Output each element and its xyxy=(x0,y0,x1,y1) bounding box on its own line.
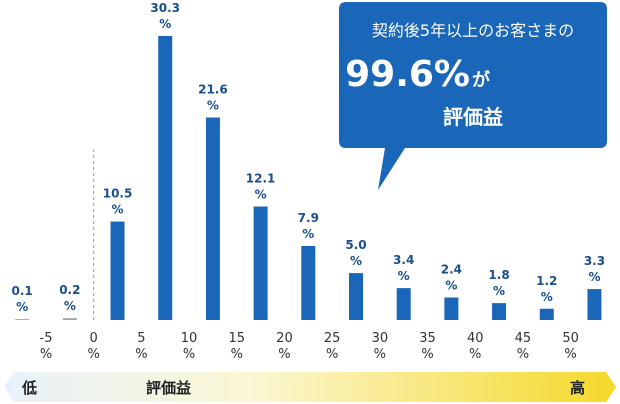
bar xyxy=(492,303,507,320)
callout-line3: 評価益 xyxy=(443,105,503,129)
bar xyxy=(348,273,363,320)
scale-high: 高 xyxy=(570,379,585,397)
scale-arrow xyxy=(4,372,616,402)
callout-box xyxy=(339,2,607,190)
callout-highlight: 99.6% xyxy=(345,54,470,95)
value-label: 21.6% xyxy=(198,83,228,113)
bar xyxy=(15,319,30,320)
value-label: 7.9% xyxy=(298,211,319,241)
bar xyxy=(205,117,220,320)
bar xyxy=(587,289,602,320)
value-label: 3.4% xyxy=(393,253,414,283)
value-label: 1.8% xyxy=(488,268,509,298)
x-tick-label: 45% xyxy=(515,331,532,362)
x-tick-label: 25% xyxy=(324,331,341,362)
bar xyxy=(62,318,77,320)
value-label: 5.0% xyxy=(345,238,366,268)
x-tick-label: 5% xyxy=(135,331,147,362)
value-label: 2.4% xyxy=(441,263,462,293)
value-label: 0.2% xyxy=(59,283,80,313)
x-tick-label: 30% xyxy=(372,331,389,362)
bar xyxy=(158,35,173,320)
value-label: 10.5% xyxy=(103,187,133,217)
bar xyxy=(253,206,268,320)
bar xyxy=(396,288,411,320)
value-label: 1.2% xyxy=(536,274,557,304)
bar xyxy=(110,221,125,320)
callout-suffix: が xyxy=(472,69,490,91)
x-tick-label: 35% xyxy=(419,331,436,362)
x-tick-label: 0% xyxy=(88,331,100,362)
value-label: 12.1% xyxy=(246,172,276,202)
value-label: 30.3% xyxy=(150,1,180,31)
bar xyxy=(444,297,459,320)
x-tick-label: 20% xyxy=(276,331,293,362)
callout: 契約後5年以上のお客さまの 99.6% が 評価益 xyxy=(339,2,607,190)
x-tick-label: 40% xyxy=(467,331,484,362)
scale-low: 低 xyxy=(21,379,37,397)
callout-line1: 契約後5年以上のお客さまの xyxy=(372,21,574,40)
value-label: 0.1% xyxy=(12,284,33,314)
value-label: 3.3% xyxy=(584,254,605,284)
x-tick-label: 15% xyxy=(228,331,245,362)
x-tick-label: 50% xyxy=(562,331,579,362)
x-tick-label: 10% xyxy=(181,331,198,362)
bar xyxy=(301,245,316,320)
scale-label: 評価益 xyxy=(146,379,191,397)
bar xyxy=(539,308,554,320)
x-tick-label: -5% xyxy=(40,331,53,362)
